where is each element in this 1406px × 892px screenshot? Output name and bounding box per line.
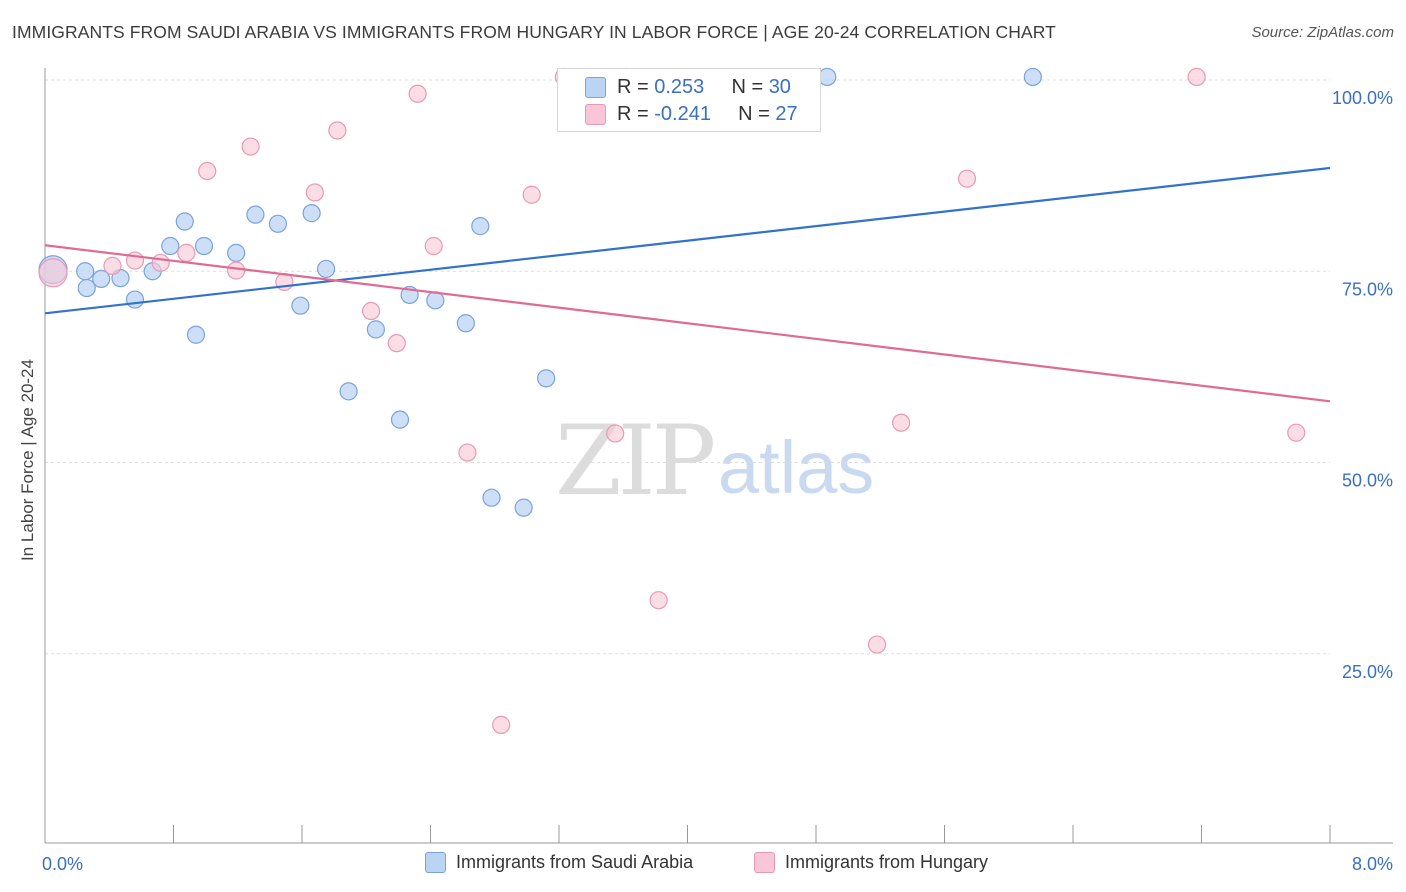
legend-n-value-1: 30 — [768, 75, 791, 98]
point-saudi-arabia-5 — [125, 290, 145, 309]
trend-lines — [44, 166, 1331, 403]
point-saudi-arabia-12 — [246, 205, 265, 224]
point-hungary-22 — [892, 413, 911, 432]
x-tick-label-min: 0.0% — [42, 854, 83, 874]
y-tick-label-75: 75.0% — [1342, 279, 1393, 299]
point-saudi-arabia-15 — [302, 204, 321, 223]
point-saudi-arabia-7 — [161, 236, 180, 256]
point-hungary-19 — [606, 424, 625, 443]
trend-line-saudi-arabia — [44, 166, 1331, 315]
point-hungary-0 — [38, 258, 68, 288]
legend-r-value-1: 0.253 — [654, 75, 705, 98]
point-saudi-arabia-8 — [175, 212, 194, 231]
point-hungary-9 — [305, 183, 324, 202]
watermark-zip: ZIP — [555, 405, 716, 517]
point-saudi-arabia-14 — [291, 296, 310, 315]
legend-n-value-2: 27 — [775, 102, 798, 125]
point-saudi-arabia-26 — [537, 369, 556, 388]
point-hungary-21 — [867, 635, 887, 654]
point-saudi-arabia-2 — [77, 278, 96, 298]
y-tick-label-25: 25.0% — [1342, 662, 1393, 682]
point-saudi-arabia-29 — [1023, 67, 1042, 87]
point-hungary-23 — [957, 169, 977, 188]
chart-title: IMMIGRANTS FROM SAUDI ARABIA VS IMMIGRAN… — [12, 22, 1056, 42]
point-hungary-24 — [1187, 67, 1206, 87]
point-saudi-arabia-11 — [227, 243, 246, 262]
point-hungary-12 — [387, 334, 406, 353]
watermark-atlas: atlas — [718, 426, 875, 509]
series-legend: Immigrants from Saudi Arabia Immigrants … — [0, 852, 1406, 876]
point-saudi-arabia-19 — [390, 410, 410, 429]
y-tick-label-50: 50.0% — [1342, 471, 1393, 491]
legend-r-label-2: R = — [617, 102, 655, 125]
point-saudi-arabia-22 — [456, 314, 475, 333]
point-saudi-arabia-28 — [818, 67, 837, 87]
legend-item-saudi-arabia: Immigrants from Saudi Arabia — [425, 852, 693, 873]
point-hungary-13 — [408, 84, 427, 103]
point-hungary-17 — [522, 185, 541, 204]
point-hungary-25 — [1287, 423, 1306, 442]
point-hungary-14 — [424, 236, 443, 256]
point-saudi-arabia-25 — [514, 498, 533, 517]
legend-swatch-pink — [585, 104, 606, 125]
y-tick-label-100: 100.0% — [1332, 88, 1393, 108]
point-saudi-arabia-17 — [339, 382, 358, 401]
point-saudi-arabia-3 — [92, 269, 111, 288]
point-hungary-11 — [361, 301, 381, 321]
point-hungary-4 — [177, 243, 196, 262]
point-saudi-arabia-24 — [482, 488, 501, 507]
point-hungary-15 — [458, 443, 477, 462]
point-hungary-1 — [103, 256, 122, 275]
legend-label-hungary: Immigrants from Hungary — [785, 852, 989, 872]
legend-label-saudi-arabia: Immigrants from Saudi Arabia — [456, 852, 694, 872]
point-hungary-16 — [492, 715, 511, 734]
point-saudi-arabia-9 — [186, 325, 206, 344]
legend-n-label-1: N = — [731, 75, 769, 98]
legend-r-label-1: R = — [617, 75, 655, 98]
legend-r-value-2: -0.241 — [654, 102, 711, 125]
legend-row-hungary: R = -0.241 N = 27 — [558, 100, 820, 128]
point-saudi-arabia-18 — [366, 320, 385, 339]
data-points — [38, 67, 1306, 734]
point-saudi-arabia-13 — [268, 214, 288, 233]
point-saudi-arabia-10 — [194, 236, 214, 256]
point-saudi-arabia-16 — [316, 259, 336, 279]
point-hungary-7 — [241, 137, 260, 156]
point-hungary-20 — [649, 591, 668, 610]
point-hungary-3 — [151, 253, 170, 272]
correlation-legend: R = 0.253 N = 30 R = -0.241 N = 27 — [557, 68, 821, 132]
tick-labels: 25.0% 50.0% 75.0% 100.0% 0.0% 8.0% — [42, 88, 1393, 874]
legend-n-label-2: N = — [738, 102, 776, 125]
point-hungary-5 — [198, 161, 217, 181]
legend-item-hungary: Immigrants from Hungary — [754, 852, 988, 873]
trend-line-hungary — [44, 244, 1331, 403]
legend-swatch-blue — [585, 77, 606, 98]
axes — [44, 68, 1393, 844]
x-tick-label-max: 8.0% — [1352, 854, 1393, 874]
point-hungary-10 — [328, 121, 347, 140]
y-axis-label: In Labor Force | Age 20-24 — [18, 359, 37, 561]
legend-swatch-saudi-arabia — [425, 852, 446, 873]
point-saudi-arabia-1 — [76, 262, 95, 281]
legend-row-saudi-arabia: R = 0.253 N = 30 — [558, 73, 820, 101]
point-saudi-arabia-23 — [471, 217, 490, 236]
point-hungary-6 — [227, 261, 246, 280]
legend-swatch-hungary — [754, 852, 775, 873]
grid-lines — [45, 79, 1330, 655]
chart-source: Source: ZipAtlas.com — [1251, 24, 1394, 41]
